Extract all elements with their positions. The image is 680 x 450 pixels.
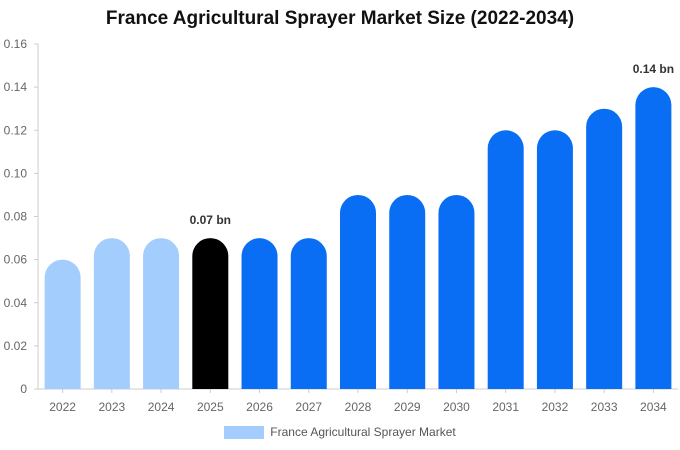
x-tick-label: 2033 (591, 400, 618, 414)
x-tick-label: 2024 (148, 400, 175, 414)
legend-label: France Agricultural Sprayer Market (270, 425, 456, 439)
data-label-2025: 0.07 bn (190, 213, 231, 227)
y-tick-label: 0.14 (4, 80, 28, 94)
x-tick-label: 2028 (345, 400, 372, 414)
bar-2025 (192, 238, 229, 389)
x-tick-label: 2029 (394, 400, 421, 414)
x-tick-label: 2025 (197, 400, 224, 414)
bar-2033 (586, 108, 623, 389)
x-tick-label: 2022 (49, 400, 76, 414)
bar-2031 (487, 130, 524, 390)
chart-title: France Agricultural Sprayer Market Size … (105, 8, 575, 29)
bar-2027 (290, 238, 327, 389)
bar-2022 (44, 259, 81, 389)
bar-2024 (143, 238, 180, 389)
x-tick-label: 2027 (295, 400, 322, 414)
bar-2030 (438, 194, 475, 389)
data-label-2034: 0.14 bn (633, 62, 674, 76)
bar-2029 (389, 194, 426, 389)
legend-swatch (224, 425, 265, 439)
y-tick-label: 0 (20, 382, 27, 396)
bar-2023 (93, 238, 130, 389)
bar-2028 (340, 194, 376, 389)
y-tick-label: 0.08 (4, 210, 28, 224)
x-tick-label: 2026 (246, 400, 273, 414)
x-tick-label: 2034 (640, 400, 667, 414)
x-tick-label: 2031 (492, 400, 519, 414)
y-tick-label: 0.12 (4, 123, 28, 137)
y-tick-label: 0.04 (4, 296, 28, 310)
bar-2032 (536, 130, 573, 390)
bar-2026 (241, 238, 278, 389)
x-tick-label: 2023 (98, 400, 125, 414)
y-tick-label: 0.10 (4, 166, 28, 180)
x-tick-label: 2032 (542, 400, 569, 414)
bar-2034 (635, 87, 672, 389)
y-tick-label: 0.02 (4, 339, 28, 353)
legend: France Agricultural Sprayer Market (0, 425, 680, 439)
y-tick-label: 0.16 (4, 37, 28, 51)
x-tick-label: 2030 (443, 400, 470, 414)
y-tick-label: 0.06 (4, 253, 28, 267)
